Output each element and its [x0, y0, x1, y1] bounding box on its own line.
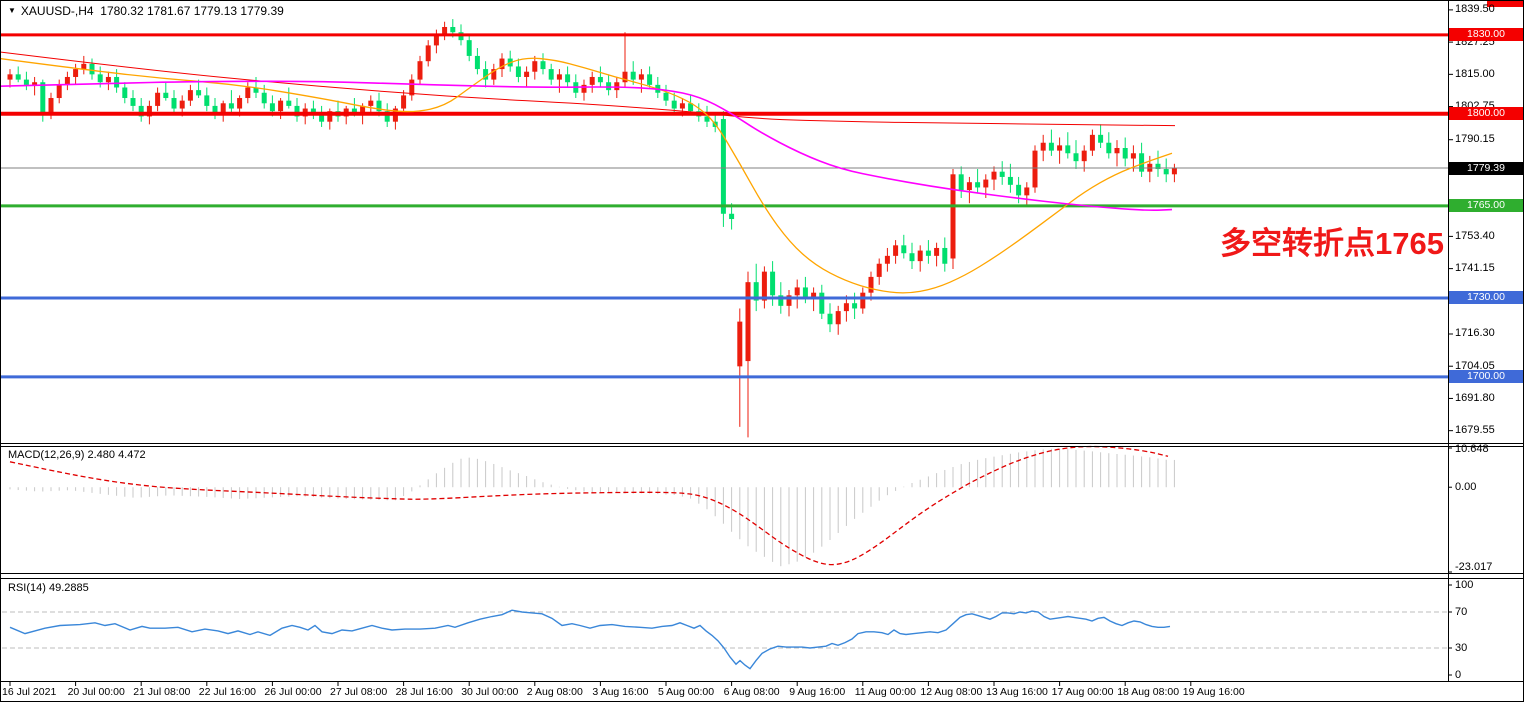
time-axis-label: 9 Aug 16:00: [789, 686, 846, 698]
price-tick-label: 1679.55: [1455, 424, 1495, 437]
price-tick-label: 1790.15: [1455, 133, 1495, 146]
rsi-title: RSI(14): [8, 582, 46, 594]
macd-axis-label: -23.017: [1455, 561, 1493, 573]
macd-values: 2.480 4.472: [87, 449, 146, 461]
macd-title: MACD(12,26,9): [8, 449, 85, 461]
price-level-badge: 1800.00: [1449, 107, 1523, 121]
time-axis-label: 21 Jul 08:00: [133, 686, 191, 698]
price-tick-label: 1741.15: [1455, 262, 1495, 275]
time-axis-label: 11 Aug 00:00: [854, 686, 916, 698]
time-axis-label: 13 Aug 16:00: [986, 686, 1048, 698]
time-axis-label: 28 Jul 16:00: [395, 686, 453, 698]
chart-shift-marker[interactable]: [1487, 1, 1523, 7]
ma-orange-line: [0, 57, 1173, 294]
time-axis-label: 30 Jul 00:00: [461, 686, 519, 698]
rsi-indicator-label: RSI(14) 49.2885: [8, 582, 89, 594]
price-tick-label: 1691.80: [1455, 391, 1495, 404]
time-axis-label: 18 Aug 08:00: [1117, 686, 1180, 698]
price-level-badge: 1765.00: [1449, 199, 1523, 213]
macd-histogram: [9, 448, 1175, 567]
price-level-badge: 1730.00: [1449, 291, 1523, 305]
rsi-axis-label: 30: [1455, 641, 1468, 654]
time-axis-label: 17 Aug 00:00: [1051, 686, 1114, 698]
price-tick-label: 1716.30: [1455, 327, 1495, 340]
time-axis-label: 22 Jul 16:00: [198, 686, 257, 698]
macd-signal-line: [9, 445, 1169, 566]
rsi-axis-label: 0: [1455, 668, 1462, 681]
price-tick-label: 1704.05: [1455, 359, 1495, 372]
time-axis-label: 27 Jul 08:00: [330, 686, 388, 698]
time-axis-label: 2 Aug 08:00: [526, 686, 583, 698]
time-axis-label: 6 Aug 08:00: [723, 686, 780, 698]
time-axis-label: 5 Aug 00:00: [658, 686, 715, 698]
rsi-axis-label: 70: [1455, 605, 1468, 618]
price-level-badge: 1830.00: [1449, 28, 1523, 42]
macd-indicator-label: MACD(12,26,9) 2.480 4.472: [8, 449, 146, 461]
ma-magenta-line: [0, 80, 1173, 212]
price-tick-label: 1839.50: [1455, 3, 1495, 16]
ma-red-line: [0, 51, 1176, 127]
price-level-badge: 1700.00: [1449, 370, 1523, 384]
time-axis-label: 3 Aug 16:00: [592, 686, 649, 698]
ohlc-quotes: 1780.32 1781.67 1779.13 1779.39: [100, 4, 284, 18]
symbol-info: ▼ XAUUSD-,H4 1780.32 1781.67 1779.13 1779…: [8, 4, 284, 18]
symbol-label: XAUUSD-,H4: [20, 4, 94, 18]
price-tick-label: 1815.00: [1455, 67, 1495, 80]
macd-axis-label: 0.00: [1455, 481, 1477, 494]
price-tick-label: 1753.40: [1455, 229, 1495, 242]
time-axis-label: 19 Aug 16:00: [1182, 686, 1245, 698]
macd-axis-label: 10.648: [1455, 443, 1489, 455]
chart-annotation-text: 多空转折点1765: [1220, 226, 1444, 261]
time-axis-label: 20 Jul 00:00: [67, 686, 125, 698]
time-axis-label: 16 Jul 2021: [2, 686, 57, 698]
current-price-badge: 1779.39: [1449, 161, 1523, 175]
rsi-axis-label: 100: [1455, 578, 1474, 591]
rsi-line: [9, 609, 1171, 670]
symbol-dropdown-icon[interactable]: ▼: [8, 6, 16, 15]
time-axis-label: 26 Jul 00:00: [264, 686, 322, 698]
time-axis-label: 12 Aug 08:00: [920, 686, 983, 698]
candles-layer: [7, 19, 1177, 438]
rsi-value: 49.2885: [48, 582, 89, 594]
